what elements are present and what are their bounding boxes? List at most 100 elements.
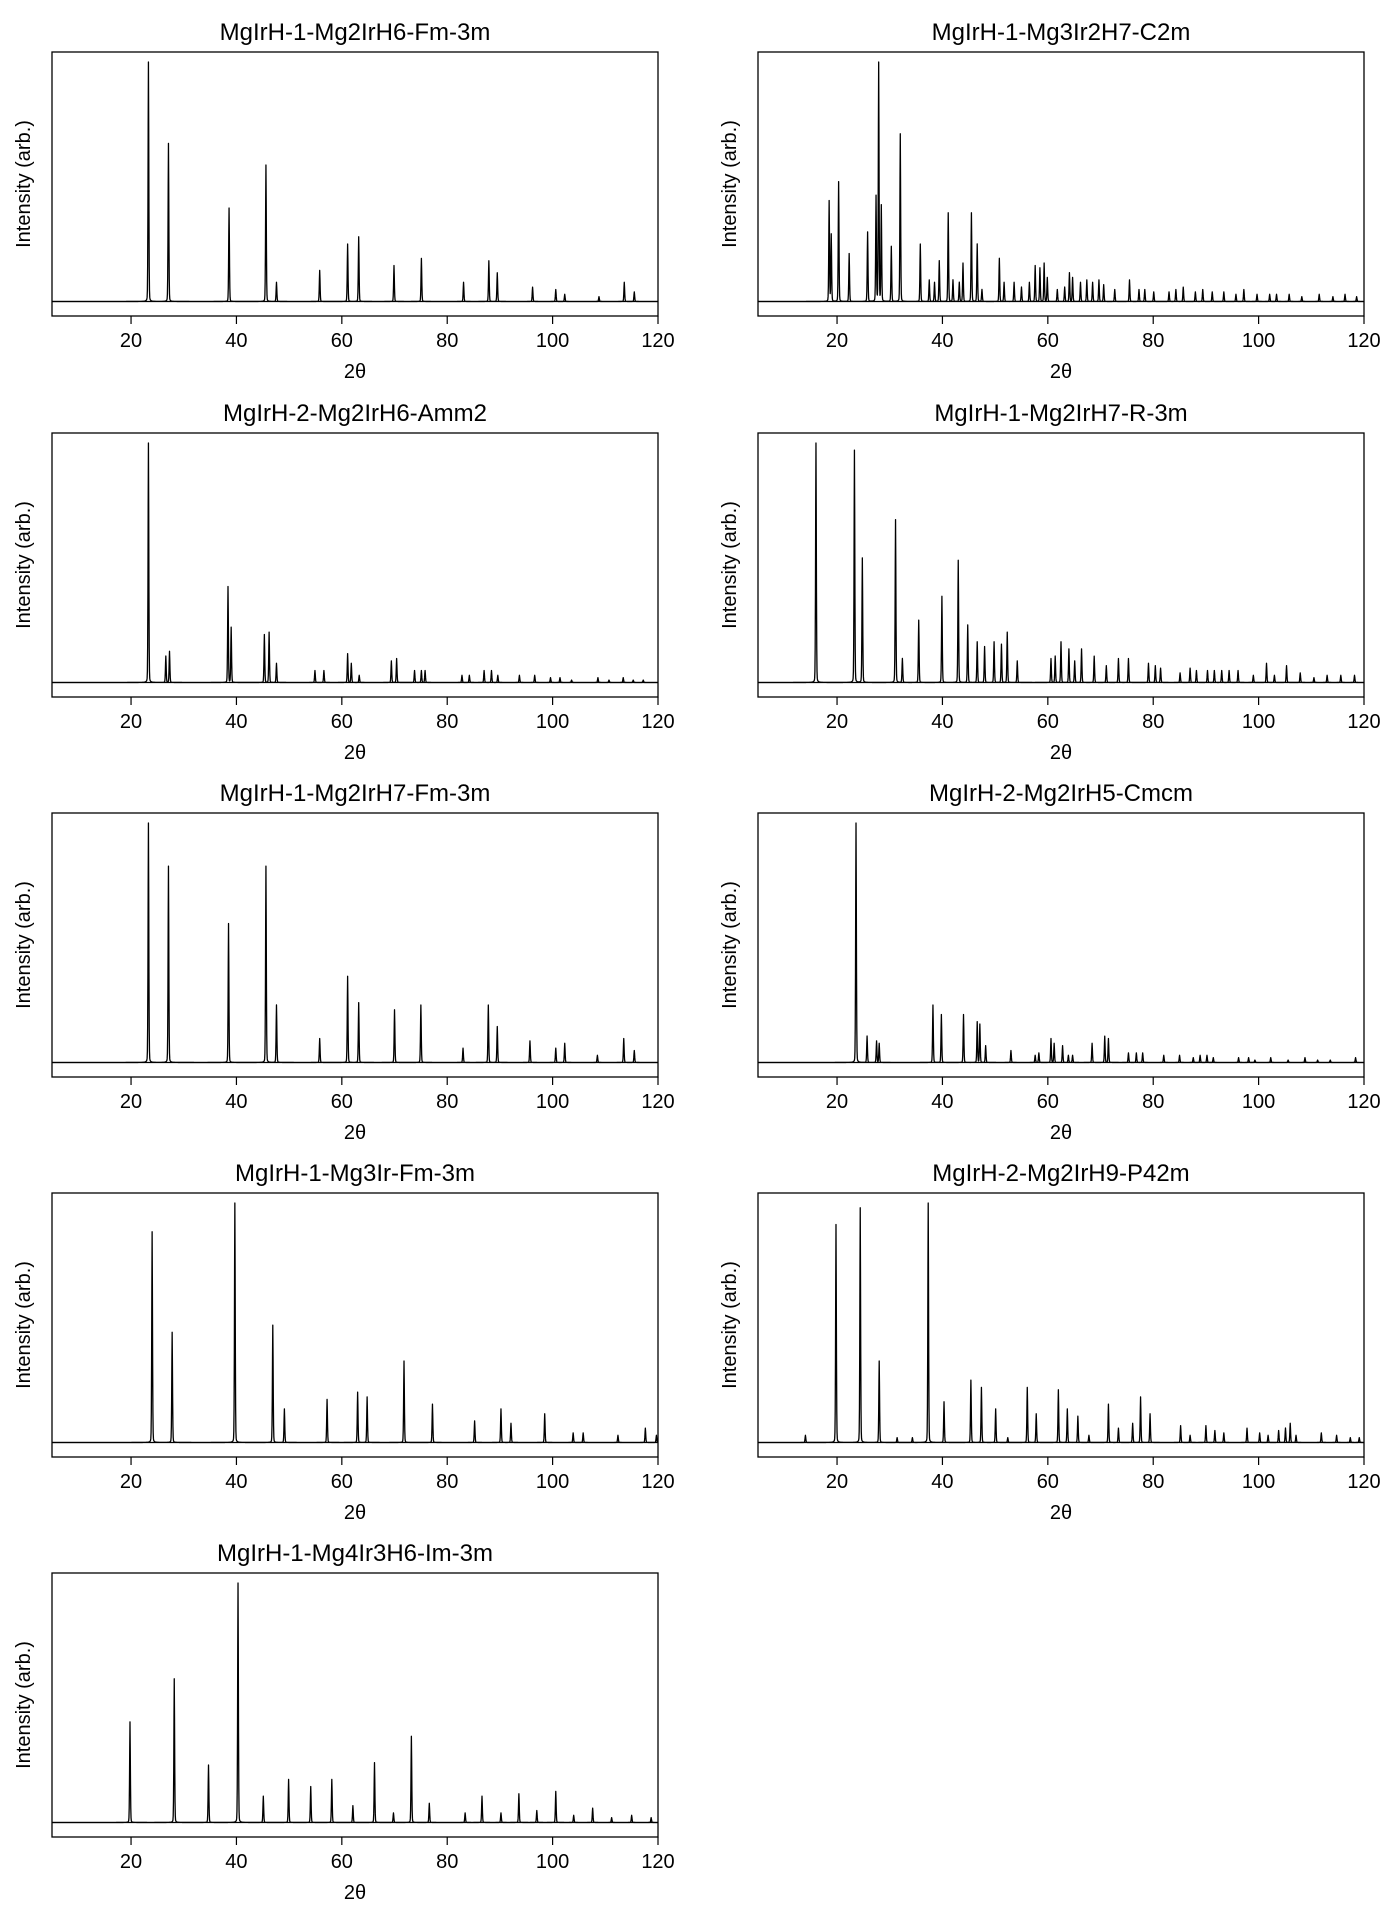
xrd-panel-1: MgIrH-1-Mg2IrH6-Fm-3m 20 40 60 80 100 120 2θ Int… <box>13 19 675 383</box>
x-tick-label: 100 <box>1242 330 1275 352</box>
x-tick-label: 40 <box>225 1851 247 1873</box>
x-tick-label: 40 <box>225 1471 247 1493</box>
x-tick-label: 80 <box>436 711 458 733</box>
x-tick-label: 60 <box>331 711 353 733</box>
x-tick-label: 80 <box>436 1851 458 1873</box>
x-tick-label: 100 <box>536 330 569 352</box>
x-tick-label: 60 <box>1037 711 1059 733</box>
x-tick-label: 40 <box>931 1471 953 1493</box>
x-tick-label: 40 <box>931 711 953 733</box>
y-axis-label: Intensity (arb.) <box>719 881 741 1009</box>
x-tick-label: 20 <box>120 330 142 352</box>
xrd-panel-7: MgIrH-1-Mg3Ir-Fm-3m 20 40 60 80 100 120 2θ Inten… <box>13 1160 675 1524</box>
x-tick-label: 80 <box>436 1471 458 1493</box>
x-axis-label: 2θ <box>1050 742 1072 764</box>
x-tick-label: 80 <box>1142 711 1164 733</box>
xrd-panel-6: MgIrH-2-Mg2IrH5-Cmcm 20 40 60 80 100 120 2θ Inte… <box>719 780 1381 1144</box>
x-tick-label: 100 <box>1242 1091 1275 1113</box>
x-tick-label: 120 <box>641 1471 674 1493</box>
x-tick-label: 80 <box>436 330 458 352</box>
x-tick-label: 100 <box>536 1471 569 1493</box>
x-tick-label: 100 <box>536 711 569 733</box>
x-axis-label: 2θ <box>1050 1122 1072 1144</box>
y-axis-label: Intensity (arb.) <box>13 501 35 629</box>
x-tick-label: 40 <box>225 711 247 733</box>
diffraction-pattern-line <box>757 442 1365 684</box>
x-tick-label: 60 <box>331 330 353 352</box>
panel-title: MgIrH-1-Mg4Ir3H6-Im-3m <box>217 1540 493 1567</box>
x-tick-label: 100 <box>536 1851 569 1873</box>
diffraction-pattern-line <box>757 61 1365 303</box>
diffraction-pattern-line <box>51 1582 659 1824</box>
x-tick-label: 80 <box>436 1091 458 1113</box>
x-tick-label: 80 <box>1142 1471 1164 1493</box>
x-tick-label: 100 <box>1242 711 1275 733</box>
x-tick-label: 120 <box>641 711 674 733</box>
panel-title: MgIrH-1-Mg3Ir-Fm-3m <box>235 1160 475 1187</box>
x-tick-label: 40 <box>225 330 247 352</box>
diffraction-pattern-line <box>51 442 659 684</box>
y-axis-label: Intensity (arb.) <box>13 1641 35 1769</box>
diffraction-pattern-line <box>51 1202 659 1444</box>
x-tick-label: 80 <box>1142 330 1164 352</box>
xrd-panel-9: MgIrH-1-Mg4Ir3H6-Im-3m 20 40 60 80 100 120 2θ In… <box>13 1540 675 1904</box>
plot-frame <box>757 1192 1365 1458</box>
y-axis-label: Intensity (arb.) <box>13 120 35 248</box>
plot-frame <box>51 432 659 698</box>
x-tick-label: 20 <box>826 330 848 352</box>
panel-title: MgIrH-1-Mg2IrH6-Fm-3m <box>220 19 491 46</box>
plot-frame <box>51 1572 659 1838</box>
x-axis-label: 2θ <box>344 1122 366 1144</box>
x-axis-label: 2θ <box>1050 361 1072 383</box>
x-tick-label: 120 <box>641 1091 674 1113</box>
plot-frame <box>51 51 659 317</box>
x-tick-label: 100 <box>536 1091 569 1113</box>
xrd-panel-3: MgIrH-2-Mg2IrH6-Amm2 20 40 60 80 100 120 2θ Inte… <box>13 400 675 764</box>
xrd-panel-2: MgIrH-1-Mg3Ir2H7-C2m 20 40 60 80 100 120 2θ Inte… <box>719 19 1381 383</box>
panel-title: MgIrH-2-Mg2IrH5-Cmcm <box>929 780 1193 807</box>
x-tick-label: 60 <box>331 1471 353 1493</box>
x-tick-label: 100 <box>1242 1471 1275 1493</box>
x-tick-label: 60 <box>1037 330 1059 352</box>
x-tick-label: 40 <box>931 330 953 352</box>
x-tick-label: 20 <box>120 1851 142 1873</box>
diffraction-pattern-line <box>51 61 659 303</box>
x-tick-label: 120 <box>641 330 674 352</box>
x-tick-label: 60 <box>1037 1471 1059 1493</box>
plot-frame <box>51 812 659 1078</box>
diffraction-pattern-line <box>51 822 659 1064</box>
plot-frame <box>757 812 1365 1078</box>
x-tick-label: 20 <box>120 1471 142 1493</box>
x-tick-label: 120 <box>1347 330 1380 352</box>
xrd-panel-5: MgIrH-1-Mg2IrH7-Fm-3m 20 40 60 80 100 120 2θ Int… <box>13 780 675 1144</box>
plot-frame <box>757 432 1365 698</box>
x-axis-label: 2θ <box>344 742 366 764</box>
x-axis-label: 2θ <box>1050 1502 1072 1524</box>
x-tick-label: 60 <box>1037 1091 1059 1113</box>
x-tick-label: 60 <box>331 1091 353 1113</box>
plot-frame <box>51 1192 659 1458</box>
x-tick-label: 20 <box>120 1091 142 1113</box>
plot-frame <box>757 51 1365 317</box>
x-tick-label: 120 <box>641 1851 674 1873</box>
x-tick-label: 20 <box>826 711 848 733</box>
y-axis-label: Intensity (arb.) <box>719 120 741 248</box>
panel-title: MgIrH-2-Mg2IrH6-Amm2 <box>223 400 487 427</box>
x-tick-label: 20 <box>826 1471 848 1493</box>
diffraction-pattern-line <box>757 1202 1365 1444</box>
y-axis-label: Intensity (arb.) <box>13 881 35 1009</box>
x-tick-label: 120 <box>1347 1091 1380 1113</box>
xrd-panel-4: MgIrH-1-Mg2IrH7-R-3m 20 40 60 80 100 120 2θ Inte… <box>719 400 1381 764</box>
diffraction-pattern-line <box>757 822 1365 1064</box>
x-tick-label: 120 <box>1347 711 1380 733</box>
xrd-panel-8: MgIrH-2-Mg2IrH9-P42m 20 40 60 80 100 120 2θ Inte… <box>719 1160 1381 1524</box>
panel-title: MgIrH-1-Mg2IrH7-Fm-3m <box>220 780 491 807</box>
y-axis-label: Intensity (arb.) <box>719 1261 741 1389</box>
x-tick-label: 120 <box>1347 1471 1380 1493</box>
y-axis-label: Intensity (arb.) <box>13 1261 35 1389</box>
x-axis-label: 2θ <box>344 361 366 383</box>
x-tick-label: 20 <box>826 1091 848 1113</box>
x-tick-label: 20 <box>120 711 142 733</box>
panel-title: MgIrH-2-Mg2IrH9-P42m <box>932 1160 1189 1187</box>
